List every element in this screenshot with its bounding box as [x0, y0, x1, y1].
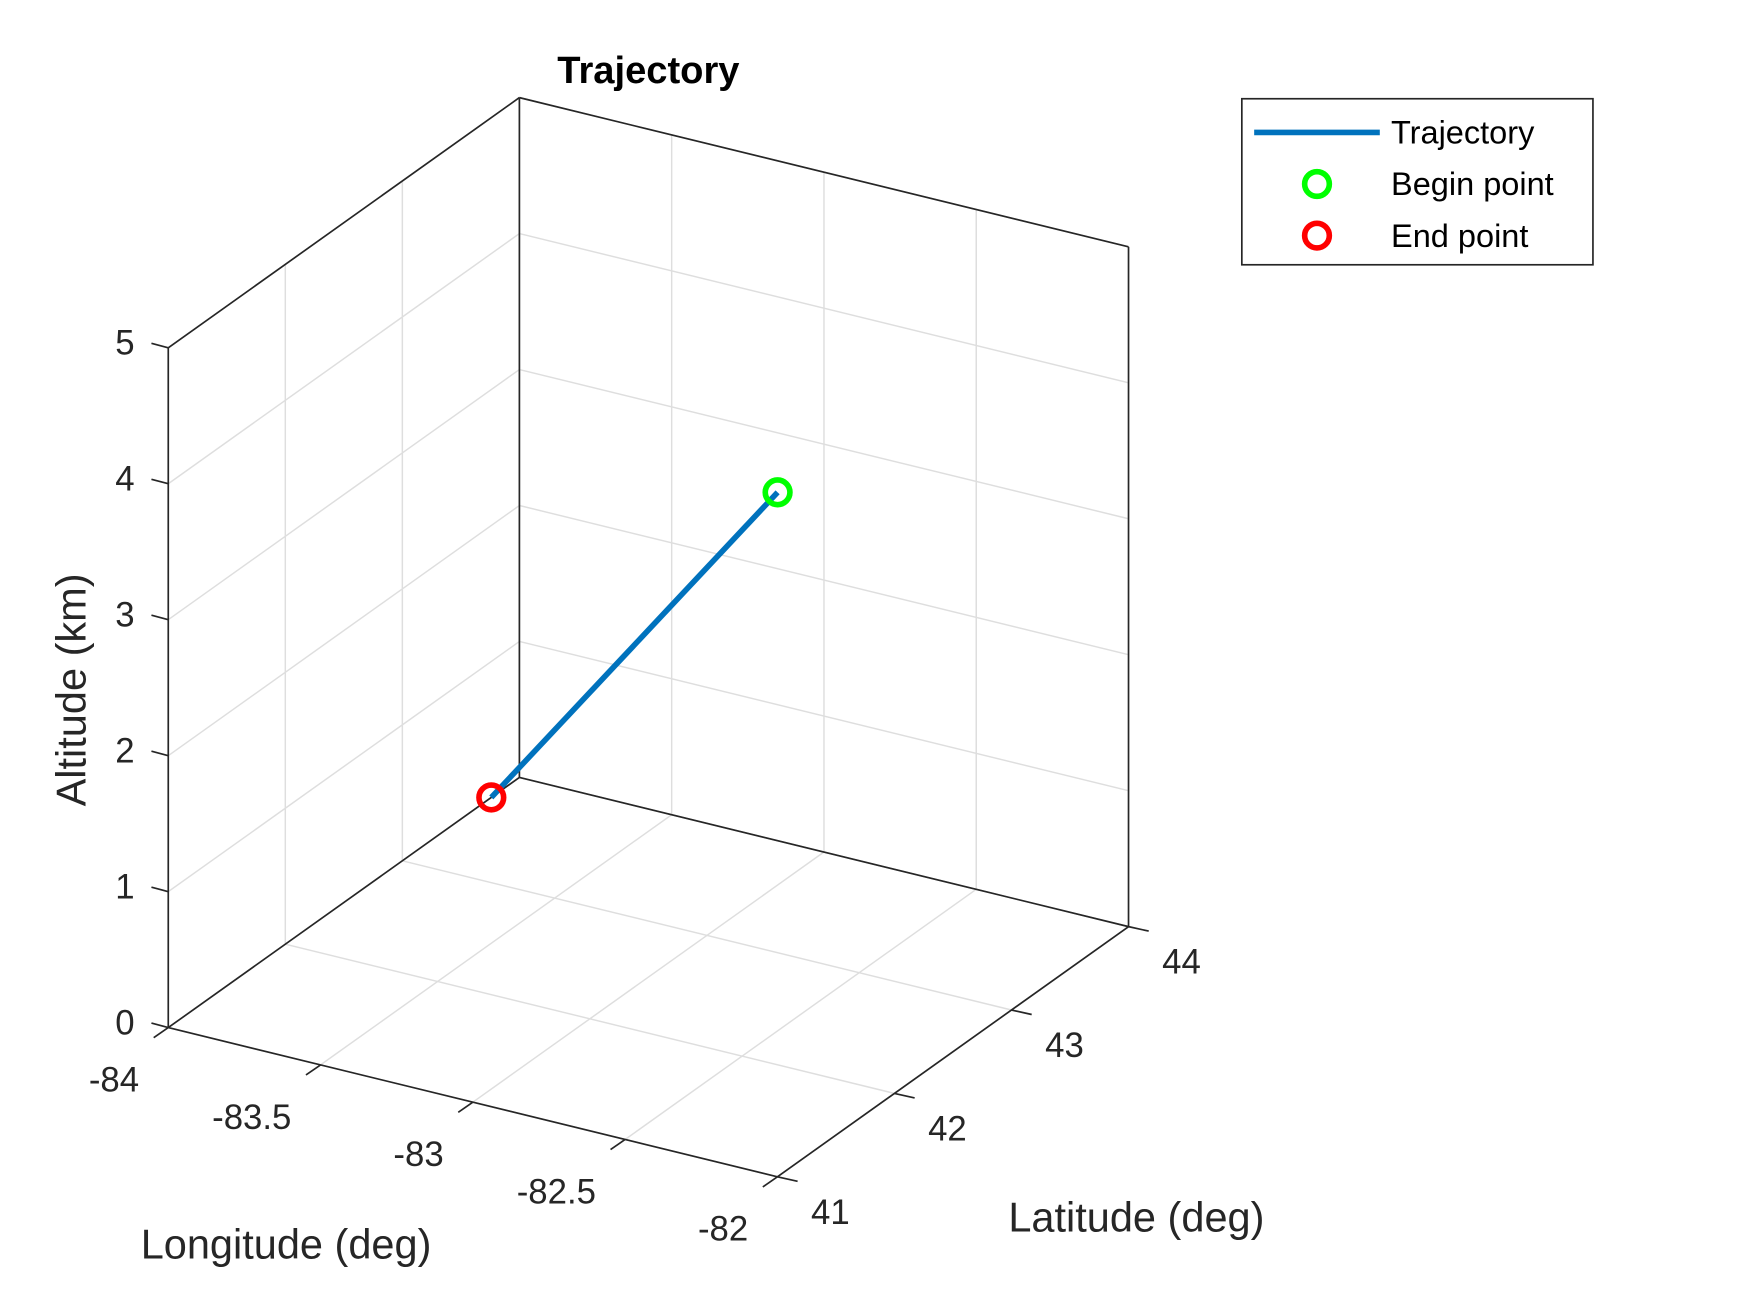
x-tick-label: -83 [393, 1136, 443, 1174]
z-tick-label: 3 [115, 596, 134, 634]
grid-line [167, 504, 520, 757]
legend-label: End point [1391, 218, 1528, 254]
grid [167, 96, 1130, 1178]
grid-line [519, 504, 1129, 656]
z-tick-label: 0 [115, 1004, 134, 1042]
axis-line [776, 925, 1130, 1178]
x-tick [457, 1101, 474, 1113]
z-tick-label: 2 [115, 732, 134, 770]
legend-label: Trajectory [1391, 115, 1535, 151]
grid-line [519, 640, 1129, 792]
axis-labels: -84 -83.5 -83 -82.5 -82 41 42 43 44 0 1 2 3 4 5 Longitu… [47, 325, 1264, 1268]
x-tick-label: -82.5 [517, 1173, 596, 1211]
y-tick [1011, 1009, 1032, 1016]
axis-line [167, 96, 520, 349]
trajectory-line [489, 490, 780, 800]
x-axis-label: Longitude (deg) [141, 1221, 432, 1268]
grid-line [167, 368, 520, 621]
z-axis-label: Altitude (km) [47, 573, 94, 806]
x-tick-label: -82 [698, 1211, 748, 1249]
z-tick [151, 750, 169, 757]
y-tick [1128, 925, 1149, 932]
grid-line [624, 888, 977, 1141]
z-tick-label: 5 [115, 325, 134, 363]
point-marker [476, 782, 507, 813]
grid-line [519, 232, 1129, 384]
legend-swatch [1301, 220, 1333, 251]
y-tick-label: 42 [928, 1111, 967, 1149]
y-tick-label: 41 [811, 1194, 850, 1232]
z-tick-label: 1 [115, 868, 134, 906]
x-tick [305, 1064, 322, 1076]
axis-line [167, 776, 520, 1029]
axes-box [151, 96, 1149, 1188]
legend: Trajectory Begin point End point [1240, 97, 1594, 266]
x-tick [762, 1176, 778, 1188]
z-tick [151, 1022, 169, 1029]
point-marker [762, 477, 793, 508]
plot-area [476, 477, 793, 813]
legend-label: Begin point [1391, 166, 1554, 202]
grid-line [402, 860, 1012, 1011]
z-tick [151, 342, 169, 349]
legend-box [1240, 97, 1594, 266]
z-tick [151, 478, 169, 485]
grid-line [285, 943, 895, 1095]
z-tick-label: 4 [115, 460, 134, 498]
y-tick [894, 1092, 915, 1099]
x-tick [610, 1138, 626, 1151]
x-tick-label: -84 [89, 1062, 139, 1100]
grid-line [472, 851, 825, 1103]
chart-title: Trajectory [557, 49, 739, 92]
x-tick [153, 1026, 169, 1039]
grid-line [167, 640, 520, 893]
y-tick-label: 44 [1162, 944, 1201, 982]
y-axis-label: Latitude (deg) [1008, 1194, 1264, 1241]
grid-line [167, 232, 520, 485]
x-tick-label: -83.5 [212, 1099, 291, 1137]
y-tick [777, 1175, 798, 1183]
y-tick-label: 43 [1045, 1027, 1084, 1065]
grid-line [519, 368, 1129, 520]
grid-line [320, 814, 673, 1066]
z-tick [151, 614, 169, 621]
axis-line [519, 96, 1129, 248]
legend-swatch [1301, 168, 1333, 200]
z-tick [151, 886, 169, 893]
axis-line [519, 776, 1129, 928]
